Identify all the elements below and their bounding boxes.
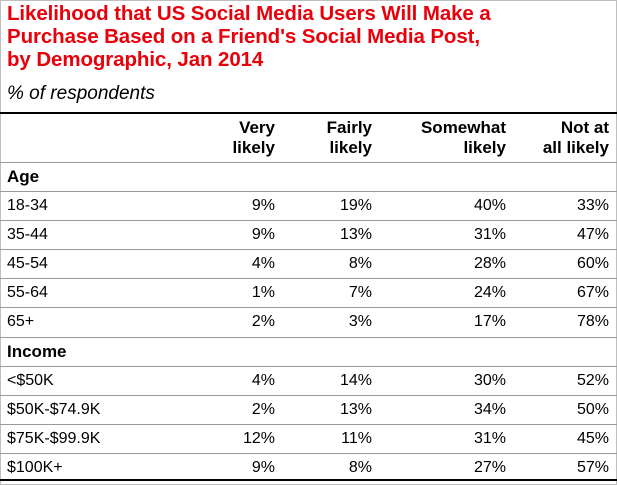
row-divider xyxy=(0,337,617,338)
table-cell: 3% xyxy=(348,313,372,331)
table-row: 45-54 4% 8% 28% 60% xyxy=(0,249,617,278)
row-label: 55-64 xyxy=(7,284,48,302)
table-row: 35-44 9% 13% 31% 47% xyxy=(0,220,617,249)
table-cell: 47% xyxy=(576,226,609,244)
row-label: 35-44 xyxy=(7,226,48,244)
title-line-1: Likelihood that US Social Media Users Wi… xyxy=(7,2,491,25)
table-cell: 4% xyxy=(251,371,275,389)
chart-subtitle: % of respondents xyxy=(7,83,155,104)
table-cell: 31% xyxy=(473,226,506,244)
row-divider xyxy=(0,249,617,250)
table-cell: 2% xyxy=(251,313,275,331)
column-header: Not at all likely xyxy=(469,118,609,158)
row-label: $50K-$74.9K xyxy=(7,400,101,418)
section-label: Age xyxy=(7,167,40,186)
row-divider xyxy=(0,278,617,279)
section-label: Income xyxy=(7,341,67,361)
table-cell: 30% xyxy=(473,371,506,389)
title-line-3: by Demographic, Jan 2014 xyxy=(7,48,264,71)
column-header: Fairly likely xyxy=(232,118,372,158)
table-cell: 27% xyxy=(473,458,506,476)
row-label: <$50K xyxy=(7,371,54,389)
table-cell: 60% xyxy=(576,255,609,273)
row-divider xyxy=(0,424,617,425)
table-cell: 12% xyxy=(242,429,275,447)
column-header-line: Fairly xyxy=(326,118,372,137)
row-label: 45-54 xyxy=(7,255,48,273)
table-cell: 7% xyxy=(348,284,372,302)
table-cell: 50% xyxy=(576,400,609,418)
table-cell: 9% xyxy=(251,458,275,476)
row-divider xyxy=(0,220,617,221)
bottom-rule xyxy=(0,479,617,481)
table-row: <$50K 4% 14% 30% 52% xyxy=(0,366,617,395)
row-divider xyxy=(0,453,617,454)
table-row: 18-34 9% 19% 40% 33% xyxy=(0,191,617,220)
table-cell: 13% xyxy=(339,400,372,418)
table-row: $75K-$99.9K 12% 11% 31% 45% xyxy=(0,424,617,453)
table-cell: 1% xyxy=(251,284,275,302)
table-cell: 40% xyxy=(473,197,506,214)
table-row: 55-64 1% 7% 24% 67% xyxy=(0,278,617,307)
table-cell: 31% xyxy=(473,429,506,447)
table-cell: 8% xyxy=(348,255,372,273)
top-rule xyxy=(0,112,617,114)
table-cell: 19% xyxy=(339,197,372,214)
table-row: $100K+ 9% 8% 27% 57% xyxy=(0,453,617,482)
column-header-line: likely xyxy=(463,138,506,157)
chart-title: Likelihood that US Social Media Users Wi… xyxy=(7,2,607,71)
table-cell: 28% xyxy=(473,255,506,273)
table-row: 65+ 2% 3% 17% 78% xyxy=(0,307,617,336)
table-cell: 34% xyxy=(473,400,506,418)
table-cell: 11% xyxy=(341,429,372,447)
column-header: Somewhat likely xyxy=(366,118,506,158)
table-cell: 8% xyxy=(348,458,372,476)
table-cell: 14% xyxy=(339,371,372,389)
row-label: $75K-$99.9K xyxy=(7,429,101,447)
table-cell: 13% xyxy=(339,226,372,244)
table-cell: 2% xyxy=(251,400,275,418)
column-header-line: likely xyxy=(232,138,275,157)
column-header-line: all likely xyxy=(542,138,609,157)
row-label: 18-34 xyxy=(7,197,48,214)
row-divider xyxy=(0,307,617,308)
table-cell: 52% xyxy=(576,371,609,389)
column-header: Very likely xyxy=(135,118,275,158)
column-header-line: Very xyxy=(239,118,275,137)
table-cell: 9% xyxy=(251,197,275,214)
table-cell: 24% xyxy=(473,284,506,302)
table-cell: 9% xyxy=(251,226,275,244)
table-cell: 4% xyxy=(251,255,275,273)
table-row: $50K-$74.9K 2% 13% 34% 50% xyxy=(0,395,617,424)
table-cell: 33% xyxy=(576,197,609,214)
column-header-line: Not at xyxy=(560,118,609,137)
row-divider xyxy=(0,191,617,192)
table-cell: 45% xyxy=(576,429,609,447)
table-cell: 78% xyxy=(576,313,609,331)
row-divider xyxy=(0,365,617,367)
table-cell: 17% xyxy=(473,313,506,331)
title-line-2: Purchase Based on a Friend's Social Medi… xyxy=(7,25,480,48)
table-cell: 57% xyxy=(576,458,609,476)
row-divider xyxy=(0,162,617,163)
table-cell: 67% xyxy=(576,284,609,302)
row-label: $100K+ xyxy=(7,458,63,476)
row-divider xyxy=(0,395,617,396)
column-header-line: likely xyxy=(329,138,372,157)
row-label: 65+ xyxy=(7,313,35,331)
column-header-line: Somewhat xyxy=(420,118,506,137)
